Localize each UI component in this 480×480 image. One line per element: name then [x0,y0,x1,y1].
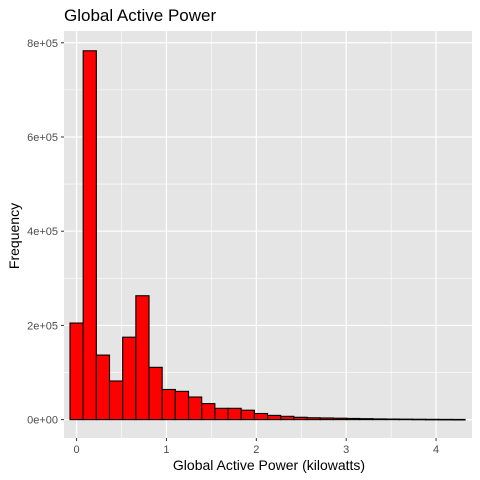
x-tick-label: 4 [433,444,439,456]
chart-title: Global Active Power [64,6,216,25]
histogram-bar [280,415,295,421]
y-tick-label: 2e+05 [27,320,58,332]
histogram-bar [332,417,348,421]
histogram-bar [451,418,466,421]
x-tick-label: 3 [343,444,349,456]
y-tick-label: 4e+05 [27,226,58,238]
y-axis: 0e+00 2e+05 4e+05 6e+05 8e+05 [27,38,64,427]
histogram-bar [82,50,97,421]
histogram-bar [227,407,242,421]
y-tick-label: 6e+05 [27,132,58,144]
histogram-bar [425,418,440,421]
histogram-bar [398,418,413,421]
x-axis: 0 1 2 3 4 [74,438,439,456]
histogram-bar [69,322,84,421]
histogram-bar [95,354,111,421]
histogram-bar [359,418,374,421]
y-axis-title: Frequency [6,203,22,269]
histogram-bar [135,295,150,421]
x-axis-title: Global Active Power (kilowatts) [173,457,365,473]
histogram-bar [293,416,308,421]
histogram-bar [319,417,334,421]
histogram-bar [385,418,400,421]
y-tick-label: 8e+05 [27,38,58,50]
histogram-bar [253,412,269,421]
histogram-bar [214,407,229,421]
histogram-bar [267,414,282,421]
x-tick-label: 2 [253,444,259,456]
histogram-bar [411,418,427,421]
histogram-bars [69,50,466,421]
histogram-bar [240,409,255,421]
minor-gridlines [64,31,472,438]
histogram-bar [438,418,453,421]
histogram-bar [161,388,176,421]
histogram-bar [148,366,163,421]
histogram-bar [174,390,190,421]
x-tick-label: 1 [163,444,169,456]
histogram-bar [108,380,124,421]
histogram-bar [372,418,387,421]
y-tick-label: 0e+00 [27,415,58,427]
histogram-bar [346,417,361,421]
x-tick-label: 0 [74,444,80,456]
histogram-bar [306,417,321,421]
histogram-bar [122,336,137,421]
histogram-bar [187,396,203,421]
histogram-bar [201,403,216,421]
